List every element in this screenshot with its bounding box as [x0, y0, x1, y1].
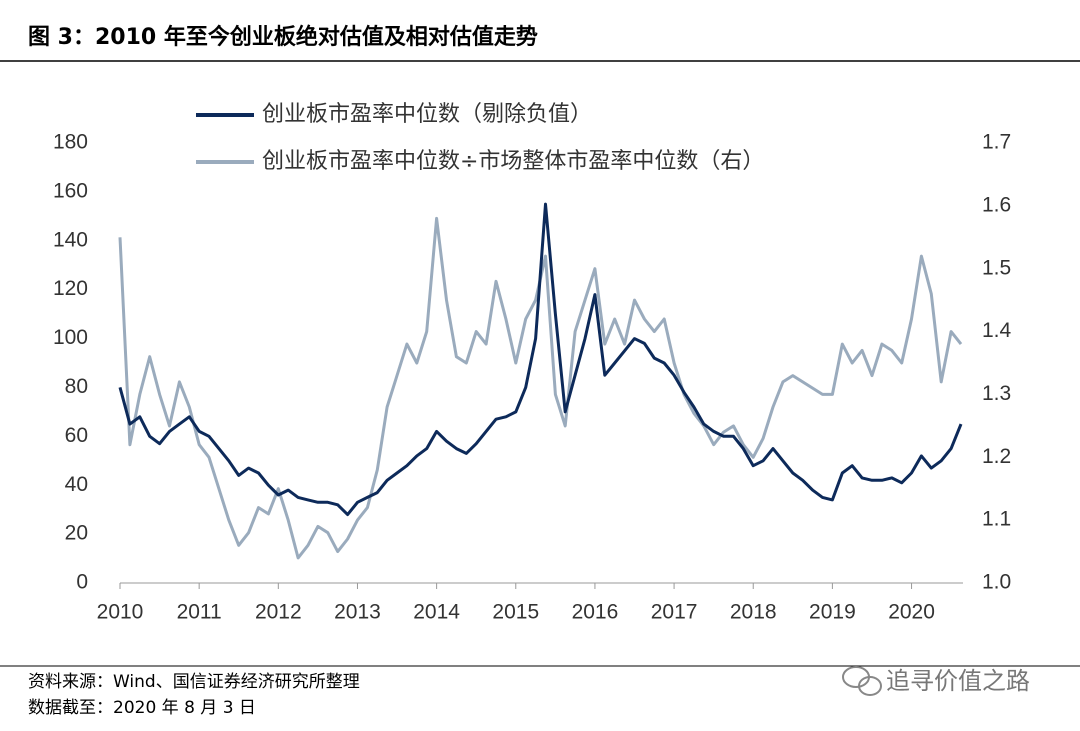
y-tick-label: 80	[65, 375, 88, 398]
x-tick-label: 2018	[730, 601, 777, 624]
source: 资料来源：Wind、国信证券经济研究所整理	[28, 672, 360, 692]
x-tick-label: 2011	[177, 601, 222, 624]
x-tick-label: 2015	[492, 601, 539, 624]
y2-tick-label: 1.6	[982, 193, 1011, 216]
watermark: 追寻价值之路	[886, 667, 1030, 695]
y-tick-label: 180	[53, 131, 88, 154]
watermark-icon	[842, 666, 882, 696]
y2-tick-label: 1.7	[982, 131, 1011, 154]
y2-tick-label: 1.4	[982, 319, 1012, 342]
y-tick-label: 160	[53, 179, 88, 202]
x-tick-label: 2014	[413, 601, 460, 624]
y2-tick-label: 1.5	[982, 256, 1011, 279]
legend-label: 创业板市盈率中位数（剔除负值）	[262, 102, 592, 127]
x-tick-label: 2017	[651, 601, 698, 624]
y-tick-label: 60	[65, 424, 88, 447]
x-tick-label: 2020	[888, 601, 935, 624]
series-line	[118, 202, 963, 517]
x-tick-label: 2013	[334, 601, 381, 624]
y-tick-label: 20	[65, 522, 88, 545]
x-tick-label: 2012	[255, 601, 302, 624]
y-tick-label: 120	[53, 277, 88, 300]
chart-title: 图 3：2010 年至今创业板绝对估值及相对估值走势	[28, 24, 538, 50]
legend-label: 创业板市盈率中位数÷市场整体市盈率中位数（右）	[262, 149, 764, 174]
y-tick-label: 40	[65, 473, 88, 496]
x-tick-label: 2016	[572, 601, 619, 624]
y2-tick-label: 1.3	[982, 382, 1011, 405]
y-tick-label: 0	[76, 571, 88, 594]
y-tick-label: 140	[53, 228, 88, 251]
y-tick-label: 100	[53, 326, 88, 349]
x-tick-label: 2010	[97, 601, 144, 624]
note: 数据截至：2020 年 8 月 3 日	[28, 698, 256, 718]
y2-tick-label: 1.0	[982, 571, 1011, 594]
y2-tick-label: 1.1	[982, 508, 1011, 531]
x-tick-label: 2019	[809, 601, 856, 624]
y2-tick-label: 1.2	[982, 445, 1011, 468]
